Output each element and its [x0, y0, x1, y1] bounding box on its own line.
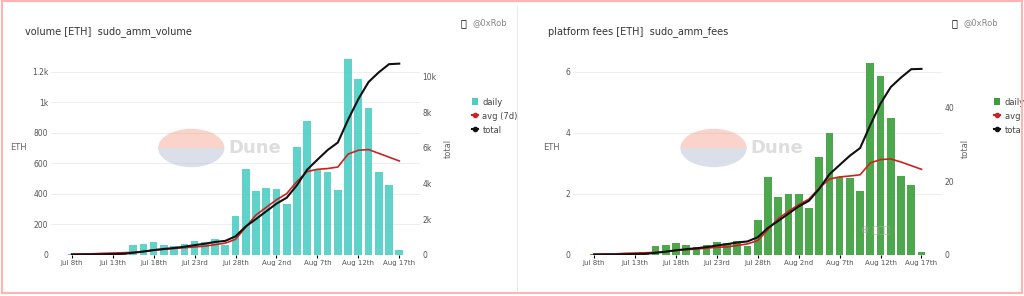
Bar: [170, 246, 178, 255]
Bar: [600, 254, 608, 255]
Bar: [88, 254, 96, 255]
Text: Dune: Dune: [751, 139, 803, 157]
Bar: [866, 63, 874, 255]
Bar: [344, 59, 352, 255]
Text: 🧑: 🧑: [460, 18, 466, 28]
Bar: [918, 252, 926, 255]
Bar: [754, 220, 762, 255]
Legend: daily, avg (7d), total: daily, avg (7d), total: [468, 94, 521, 138]
Bar: [907, 185, 915, 255]
Bar: [201, 242, 209, 255]
Text: platform fees [ETH]  sudo_amm_fees: platform fees [ETH] sudo_amm_fees: [548, 27, 728, 37]
Bar: [354, 79, 362, 255]
Bar: [119, 253, 127, 255]
Bar: [283, 204, 291, 255]
Bar: [610, 254, 618, 255]
Bar: [385, 184, 393, 255]
Bar: [150, 242, 158, 255]
Wedge shape: [680, 129, 746, 148]
Text: 🧑: 🧑: [951, 18, 957, 28]
Bar: [723, 243, 731, 255]
Text: ⊕ 十四君: ⊕ 十四君: [861, 224, 890, 234]
Bar: [825, 133, 834, 255]
Bar: [252, 192, 260, 255]
Bar: [795, 194, 803, 255]
Bar: [221, 245, 229, 255]
Bar: [887, 118, 895, 255]
Bar: [774, 197, 782, 255]
Bar: [815, 157, 823, 255]
Text: volume [ETH]  sudo_amm_volume: volume [ETH] sudo_amm_volume: [26, 27, 193, 37]
Bar: [877, 76, 885, 255]
Bar: [180, 244, 188, 255]
Y-axis label: ETH: ETH: [10, 144, 27, 152]
Wedge shape: [158, 148, 224, 167]
Wedge shape: [158, 129, 224, 148]
Bar: [590, 254, 598, 255]
Bar: [805, 208, 813, 255]
Bar: [702, 245, 711, 255]
Bar: [651, 246, 659, 255]
Y-axis label: total: total: [962, 139, 970, 157]
Bar: [190, 241, 199, 255]
Bar: [733, 241, 741, 255]
Legend: daily, avg (7d), total: daily, avg (7d), total: [990, 94, 1024, 138]
Text: @0xRob: @0xRob: [472, 18, 507, 27]
Bar: [109, 253, 117, 255]
Bar: [375, 172, 383, 255]
Wedge shape: [680, 148, 746, 167]
Bar: [692, 247, 700, 255]
Bar: [334, 190, 342, 255]
Bar: [662, 245, 670, 255]
Bar: [395, 250, 403, 255]
Bar: [139, 244, 147, 255]
Bar: [68, 254, 76, 255]
Bar: [78, 254, 86, 255]
Bar: [365, 108, 373, 255]
Bar: [313, 169, 322, 255]
Bar: [897, 176, 905, 255]
Bar: [764, 177, 772, 255]
Bar: [641, 253, 649, 255]
Y-axis label: total: total: [443, 139, 453, 157]
Bar: [631, 253, 639, 255]
Bar: [262, 188, 270, 255]
Bar: [856, 191, 864, 255]
Bar: [672, 243, 680, 255]
Bar: [836, 177, 844, 255]
Bar: [303, 121, 311, 255]
Bar: [160, 245, 168, 255]
Bar: [682, 245, 690, 255]
Bar: [242, 169, 250, 255]
Bar: [293, 147, 301, 255]
Bar: [129, 245, 137, 255]
Bar: [211, 239, 219, 255]
Y-axis label: ETH: ETH: [544, 144, 560, 152]
Bar: [743, 246, 752, 255]
Text: Dune: Dune: [228, 139, 281, 157]
Bar: [98, 253, 106, 255]
Text: @0xRob: @0xRob: [964, 18, 998, 27]
Bar: [231, 216, 240, 255]
Bar: [272, 189, 281, 255]
Bar: [621, 253, 629, 255]
Bar: [846, 178, 854, 255]
Bar: [324, 172, 332, 255]
Bar: [784, 194, 793, 255]
Bar: [713, 242, 721, 255]
